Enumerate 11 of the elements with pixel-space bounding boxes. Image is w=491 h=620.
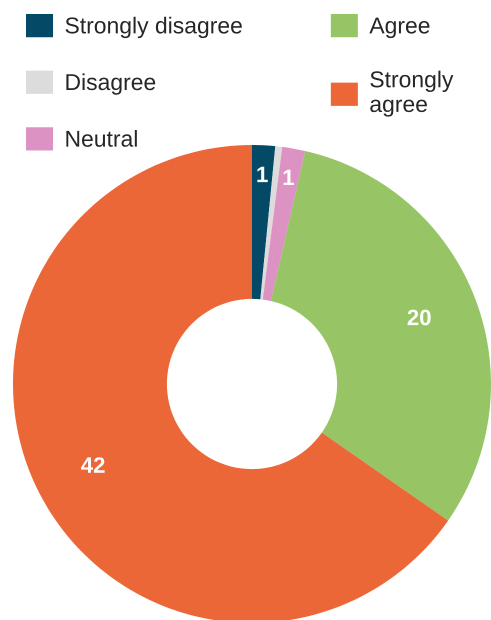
legend-label: Agree xyxy=(369,18,430,38)
legend-label: Disagree xyxy=(66,73,156,95)
legend-label: Strongly disagree xyxy=(66,16,242,38)
donut-slice xyxy=(252,145,276,300)
data-label: 42 xyxy=(81,457,105,473)
data-label: 1 xyxy=(284,170,294,186)
data-label: 1 xyxy=(257,166,268,182)
legend-label: Neutral xyxy=(66,130,137,147)
data-label: 20 xyxy=(408,310,431,326)
donut-slice xyxy=(270,151,491,521)
legend-label: Strongly agree xyxy=(370,70,454,117)
